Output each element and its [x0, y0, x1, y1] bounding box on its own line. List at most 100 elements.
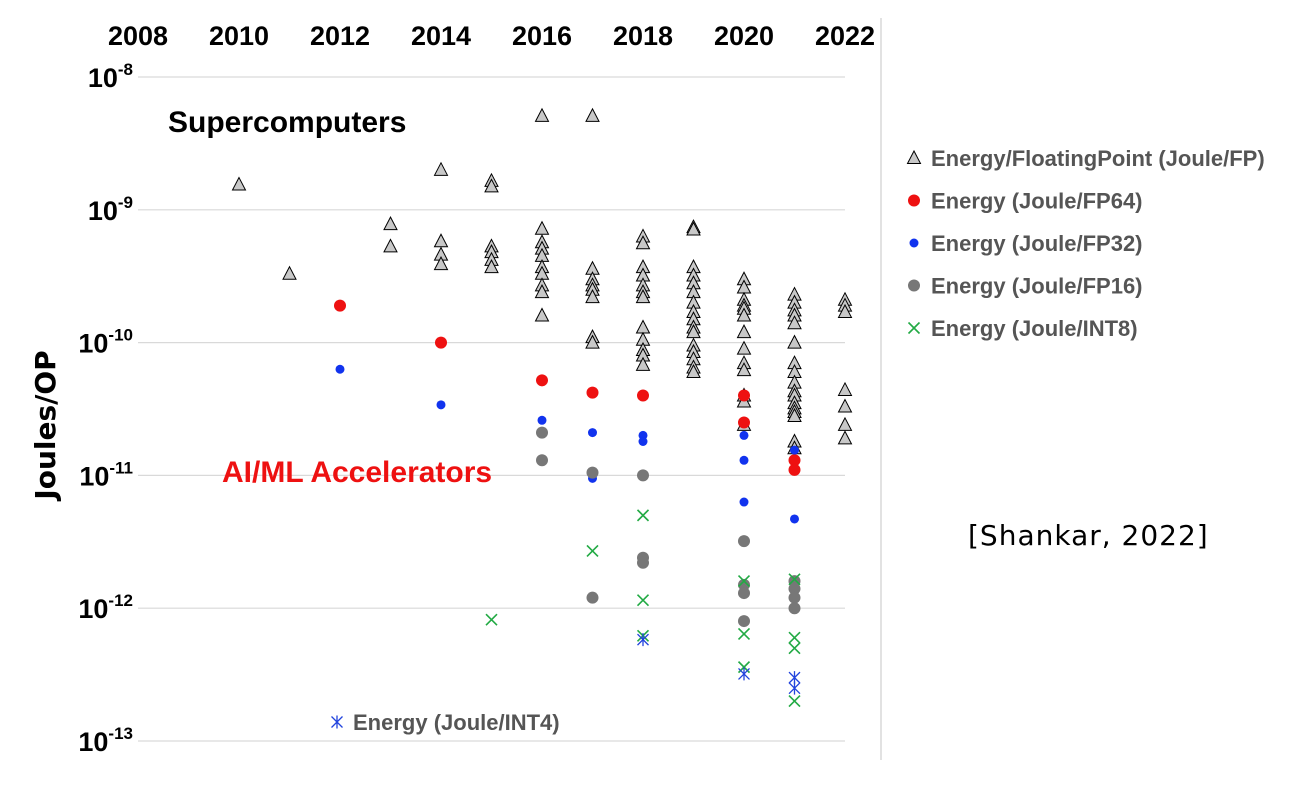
- y-tick-base: 10: [78, 727, 108, 757]
- data-point: [788, 582, 801, 595]
- data-point: [586, 544, 599, 557]
- data-point: [536, 374, 548, 387]
- data-point: [787, 315, 802, 330]
- x-tick-label: 2016: [512, 21, 572, 51]
- data-point: [790, 514, 799, 524]
- data-point: [635, 356, 651, 371]
- y-tick-exponent: -9: [118, 193, 133, 212]
- data-point: [837, 303, 853, 318]
- series-energy-joule-fp16-: [536, 426, 801, 628]
- data-point: [585, 334, 600, 349]
- data-point: [737, 575, 751, 588]
- y-tick-exponent: -11: [109, 458, 133, 477]
- y-tick-exponent: -12: [108, 591, 133, 610]
- data-point: [736, 340, 752, 355]
- data-point: [736, 362, 752, 377]
- legend-item: Energy (Joule/FP16): [908, 274, 1143, 299]
- data-point: [686, 221, 701, 236]
- x-axis-ticks: 2008 2010 2012 2014 2016 2018 2020 2022: [108, 21, 875, 51]
- data-point: [738, 667, 750, 681]
- data-point: [586, 466, 599, 479]
- x-tick-label: 2018: [613, 21, 673, 51]
- inset-legend-int4: Energy (Joule/INT4): [331, 710, 560, 735]
- y-axis-label: Joules/OP: [29, 350, 62, 501]
- series-energy-joule-fp64-: [334, 299, 801, 476]
- data-point: [788, 454, 801, 467]
- series-energy-joule-int8-: [485, 509, 801, 708]
- x-tick-label: 2022: [815, 21, 875, 51]
- legend-label: Energy (Joule/FP16): [931, 274, 1143, 299]
- data-point: [788, 573, 801, 586]
- data-point: [534, 307, 550, 322]
- data-point: [837, 381, 853, 396]
- y-tick-label: 10-8: [88, 60, 133, 93]
- data-point: [837, 416, 853, 431]
- legend-marker: [907, 321, 921, 335]
- data-point: [736, 324, 752, 339]
- data-point: [282, 265, 297, 280]
- y-tick-label: 10-9: [88, 193, 133, 226]
- data-point: [837, 398, 853, 413]
- legend-marker: [908, 279, 920, 292]
- x-tick-label: 2008: [108, 21, 168, 51]
- data-point: [790, 445, 799, 455]
- y-tick-base: 10: [78, 594, 108, 624]
- legend-marker: [906, 149, 922, 164]
- data-point: [484, 259, 499, 274]
- data-point: [585, 289, 600, 304]
- data-point: [484, 178, 499, 193]
- y-tick-base: 10: [88, 196, 118, 226]
- data-point: [788, 642, 801, 655]
- data-point: [433, 233, 449, 248]
- legend-label: Energy (Joule/FP32): [931, 231, 1143, 256]
- legend-marker: [908, 194, 920, 207]
- series-energy-floatingpoint-joule-fp-: [231, 107, 853, 455]
- data-point: [739, 497, 749, 507]
- y-tick-base: 10: [88, 63, 118, 93]
- series-energy-joule-fp32-: [335, 364, 799, 524]
- data-point: [536, 426, 548, 439]
- annotation-supercomputers: Supercomputers: [168, 106, 406, 139]
- data-point: [739, 430, 749, 440]
- data-point: [635, 319, 651, 334]
- data-point: [635, 235, 651, 250]
- data-point: [433, 256, 449, 271]
- data-point: [788, 591, 801, 604]
- data-point: [435, 336, 447, 349]
- legend-item: Energy/FloatingPoint (Joule/FP): [906, 146, 1265, 171]
- legend-marker: [909, 238, 919, 248]
- legend: Energy/FloatingPoint (Joule/FP) Energy (J…: [906, 146, 1265, 341]
- legend-label: Energy/FloatingPoint (Joule/FP): [931, 146, 1265, 171]
- data-point: [534, 220, 550, 235]
- data-point: [588, 428, 597, 438]
- data-point: [383, 238, 398, 253]
- data-point: [636, 594, 650, 607]
- data-point: [637, 389, 649, 402]
- legend-label: Energy (Joule/FP64): [931, 189, 1143, 214]
- y-tick-exponent: -10: [108, 326, 133, 345]
- data-point: [485, 613, 498, 626]
- data-point: [383, 216, 398, 231]
- data-point: [738, 416, 750, 429]
- data-point: [787, 334, 802, 349]
- data-point: [787, 407, 802, 423]
- y-tick-label: 10-10: [78, 326, 133, 359]
- legend-item: Energy (Joule/FP32): [909, 231, 1143, 256]
- series-energy-joule-int4-: [637, 633, 801, 695]
- data-point: [737, 627, 751, 641]
- data-point: [534, 107, 550, 122]
- annotation-ai-ml-accelerators: AI/ML Accelerators: [222, 456, 492, 489]
- legend-label: Energy (Joule/INT8): [931, 316, 1138, 341]
- data-point: [736, 307, 752, 322]
- data-point: [788, 631, 801, 644]
- data-point: [637, 469, 649, 482]
- data-point: [436, 400, 446, 410]
- data-point: [637, 633, 649, 647]
- data-point: [738, 587, 750, 600]
- data-point: [738, 535, 750, 548]
- x-tick-label: 2010: [209, 21, 269, 51]
- legend-item: Energy (Joule/INT8): [907, 316, 1138, 341]
- data-point: [638, 436, 648, 446]
